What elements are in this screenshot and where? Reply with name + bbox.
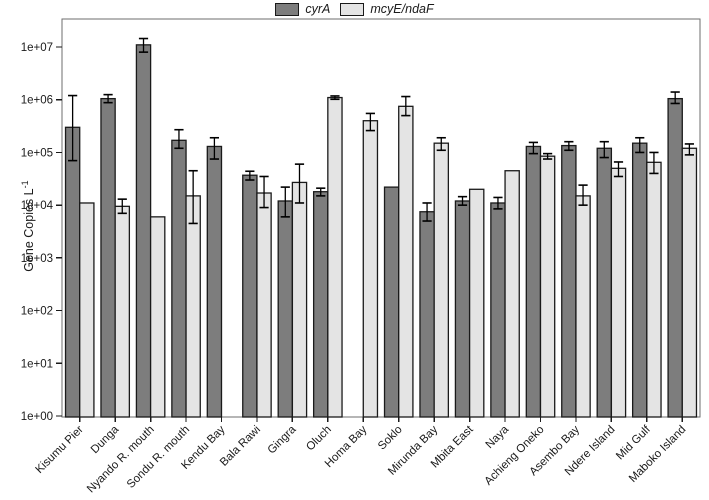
legend-label-mcye: mcyE/ndaF (370, 2, 434, 17)
bar-mcye-ndaf-gingra (291, 181, 308, 418)
x-tick-label-gingra: Gingra (266, 423, 299, 456)
bar-cyra-kendu-bay (206, 145, 223, 418)
legend-item-mcye: mcyE/ndaF (340, 2, 434, 17)
bar-cyra-asembo-bay (561, 144, 577, 418)
bar-cyra-mbita-east (454, 200, 471, 418)
legend-label-cyra: cyrA (305, 2, 331, 17)
bar-mcye-ndaf-bala-rawi (256, 192, 272, 418)
bar-cyra-mid-gulf (631, 142, 648, 418)
bar-cyra-bala-rawi (242, 174, 258, 418)
bar-cyra-kisumu-pier (64, 126, 81, 418)
bar-mcye-ndaf-mbita-east (468, 188, 485, 418)
bar-mcye-ndaf-asembo-bay (575, 195, 591, 418)
x-tick-label-dunga: Dunga (89, 423, 122, 456)
y-tick-label: 1e+05 (21, 147, 53, 159)
bar-mcye-ndaf-nyando-r-mouth (149, 216, 166, 418)
bar-cyra-achieng-oneko (525, 145, 542, 418)
x-tick-label-naya: Naya (484, 423, 512, 451)
bar-mcye-ndaf-maboko-island (681, 147, 698, 418)
y-tick-label: 1e+06 (21, 95, 53, 107)
y-tick-label: 1e+00 (21, 411, 53, 423)
bar-cyra-oluch (312, 191, 329, 418)
y-tick-label: 1e+02 (21, 306, 53, 318)
bar-cyra-ndere-island (596, 147, 613, 418)
bar-cyra-dunga (100, 97, 116, 418)
bar-mcye-ndaf-dunga (114, 205, 131, 418)
bar-mcye-ndaf-achieng-oneko (539, 155, 556, 418)
bar-mcye-ndaf-naya (504, 170, 520, 418)
legend-item-cyra: cyrA (275, 3, 330, 16)
bar-mcye-ndaf-kisumu-pier (79, 202, 95, 418)
bar-mcye-ndaf-homa-bay (362, 120, 379, 418)
legend: cyrA mcyE/ndaF (0, 1, 709, 18)
legend-swatch-mcye (340, 3, 365, 16)
y-tick-label: 1e+03 (21, 253, 53, 265)
bar-mcye-ndaf-oluch (327, 96, 343, 418)
bar-mcye-ndaf-mirunda-bay (433, 142, 450, 418)
bar-cyra-gingra (277, 200, 294, 418)
x-tick-label-sondu-r-mouth: Sondu R. mouth (125, 424, 192, 491)
y-tick-label: 1e+04 (21, 200, 54, 212)
bar-cyra-maboko-island (667, 97, 683, 418)
bar-cyra-nyando-r-mouth (135, 44, 152, 418)
bar-cyra-mirunda-bay (419, 211, 435, 418)
x-tick-label-oluch: Oluch (304, 424, 334, 454)
bar-cyra-soklo (383, 186, 400, 418)
y-tick-label: 1e+01 (21, 358, 53, 370)
x-tick-label-kisumu-pier: Kisumu Pier (34, 424, 86, 476)
bar-mcye-ndaf-mid-gulf (646, 161, 662, 418)
bar-mcye-ndaf-soklo (398, 105, 414, 418)
bar-cyra-naya (490, 202, 506, 418)
bar-mcye-ndaf-ndere-island (610, 167, 627, 418)
plot-frame (61, 18, 701, 418)
bar-mcye-ndaf-sondu-r-mouth (185, 195, 201, 418)
legend-swatch-cyra (275, 3, 300, 16)
x-tick-label-soklo: Soklo (376, 424, 405, 453)
x-tick-label-nyando-r-mouth: Nyando R. mouth (85, 424, 157, 496)
bar-cyra-sondu-r-mouth (171, 139, 187, 418)
y-tick-label: 1e+07 (21, 42, 53, 54)
